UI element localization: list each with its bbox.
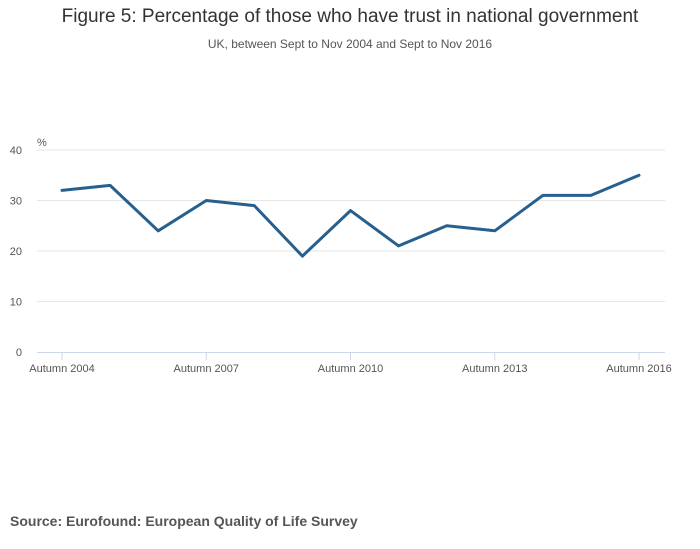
data-point[interactable]: [58, 186, 66, 194]
series-group: [58, 171, 643, 260]
y-tick-label: 30: [10, 196, 22, 208]
data-point[interactable]: [491, 227, 499, 235]
data-point[interactable]: [635, 171, 643, 179]
data-point[interactable]: [443, 222, 451, 230]
data-point[interactable]: [539, 191, 547, 199]
x-axis-labels: Autumn 2004 Autumn 2007 Autumn 2010 Autumn …: [29, 363, 671, 375]
x-tick-label: Autumn 2016: [606, 363, 671, 375]
data-point[interactable]: [587, 191, 595, 199]
x-tick-label: Autumn 2007: [174, 363, 239, 375]
x-axis: [37, 352, 665, 360]
grid-lines: [37, 149, 665, 302]
data-point[interactable]: [395, 242, 403, 250]
y-tick-label: 10: [10, 297, 22, 309]
data-point[interactable]: [250, 202, 258, 210]
y-tick-label: 20: [10, 246, 22, 258]
y-axis-unit-label: %: [37, 137, 47, 149]
data-point[interactable]: [298, 252, 306, 260]
chart-title: Figure 5: Percentage of those who have t…: [61, 6, 639, 27]
chart-subtitle: UK, between Sept to Nov 2004 and Sept to…: [207, 37, 493, 51]
x-tick-label: Autumn 2013: [462, 363, 527, 375]
data-point[interactable]: [154, 227, 162, 235]
y-tick-label: 0: [16, 347, 22, 359]
data-point[interactable]: [202, 197, 210, 205]
x-tick-label: Autumn 2004: [29, 363, 94, 375]
x-tick-label: Autumn 2010: [318, 363, 383, 375]
data-point[interactable]: [106, 181, 114, 189]
y-tick-label: 40: [10, 145, 22, 157]
data-point[interactable]: [347, 207, 355, 215]
series-line[interactable]: [60, 173, 641, 258]
source-note: Source: Eurofound: European Quality of L…: [10, 513, 358, 529]
y-axis-labels: 0 10 20 30 40: [10, 145, 22, 359]
